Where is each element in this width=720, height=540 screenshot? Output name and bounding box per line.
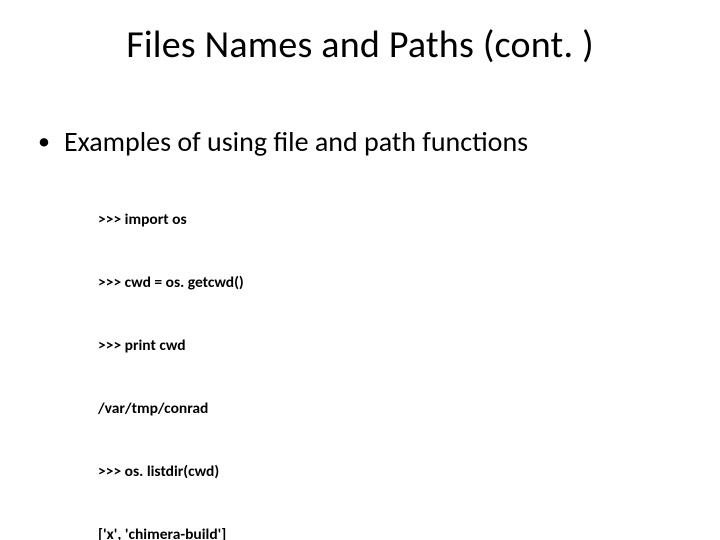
code-line: >>> cwd = os. getcwd() <box>98 272 678 293</box>
code-line: ['x', 'chimera-build'] <box>98 524 678 540</box>
bullet-text: Examples of using file and path function… <box>64 125 528 159</box>
code-block: >>> import os >>> cwd = os. getcwd() >>>… <box>98 167 678 540</box>
code-line: >>> print cwd <box>98 335 678 356</box>
slide-body: • Examples of using file and path functi… <box>38 125 678 540</box>
bullet-marker: • <box>38 125 50 159</box>
bullet-item: • Examples of using file and path functi… <box>38 125 678 159</box>
slide: Files Names and Paths (cont. ) • Example… <box>0 0 720 540</box>
code-line: >>> import os <box>98 209 678 230</box>
code-line: /var/tmp/conrad <box>98 398 678 419</box>
slide-title: Files Names and Paths (cont. ) <box>0 22 720 68</box>
code-line: >>> os. listdir(cwd) <box>98 461 678 482</box>
